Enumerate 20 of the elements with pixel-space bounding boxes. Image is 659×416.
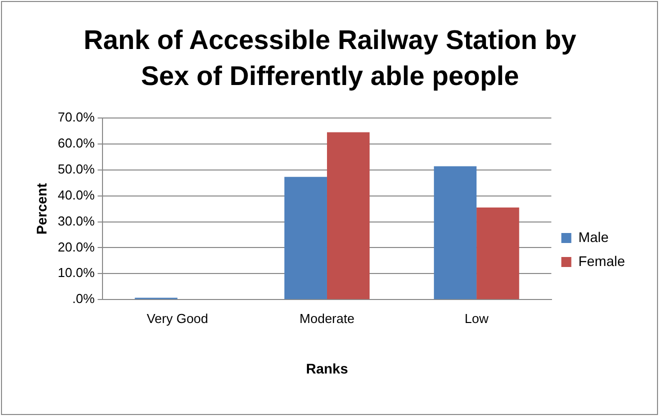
x-tick-label: Low bbox=[464, 310, 490, 326]
bar bbox=[326, 132, 370, 300]
legend-label: Female bbox=[578, 252, 626, 269]
legend-label: Male bbox=[578, 228, 609, 245]
y-tick-label: 40.0% bbox=[58, 187, 96, 202]
y-tick-label: 20.0% bbox=[58, 239, 96, 254]
bar bbox=[434, 166, 477, 300]
x-tick-label: Moderate bbox=[300, 310, 354, 326]
x-axis-title: Ranks bbox=[306, 360, 348, 376]
x-tick-label: Very Good bbox=[146, 310, 208, 326]
y-tick-label: .0% bbox=[72, 291, 96, 306]
y-tick-label: 70.0% bbox=[58, 110, 96, 125]
y-tick-label: 30.0% bbox=[58, 213, 96, 228]
bar bbox=[476, 208, 520, 300]
y-tick-label: 10.0% bbox=[58, 265, 96, 280]
chart-title: Rank of Accessible Railway Station by Sex of Differently able people bbox=[82, 24, 578, 93]
bar bbox=[284, 176, 327, 300]
y-axis-title: Percent bbox=[33, 182, 50, 234]
y-tick-label: 60.0% bbox=[58, 136, 96, 151]
y-tick-label: 50.0% bbox=[58, 161, 96, 176]
